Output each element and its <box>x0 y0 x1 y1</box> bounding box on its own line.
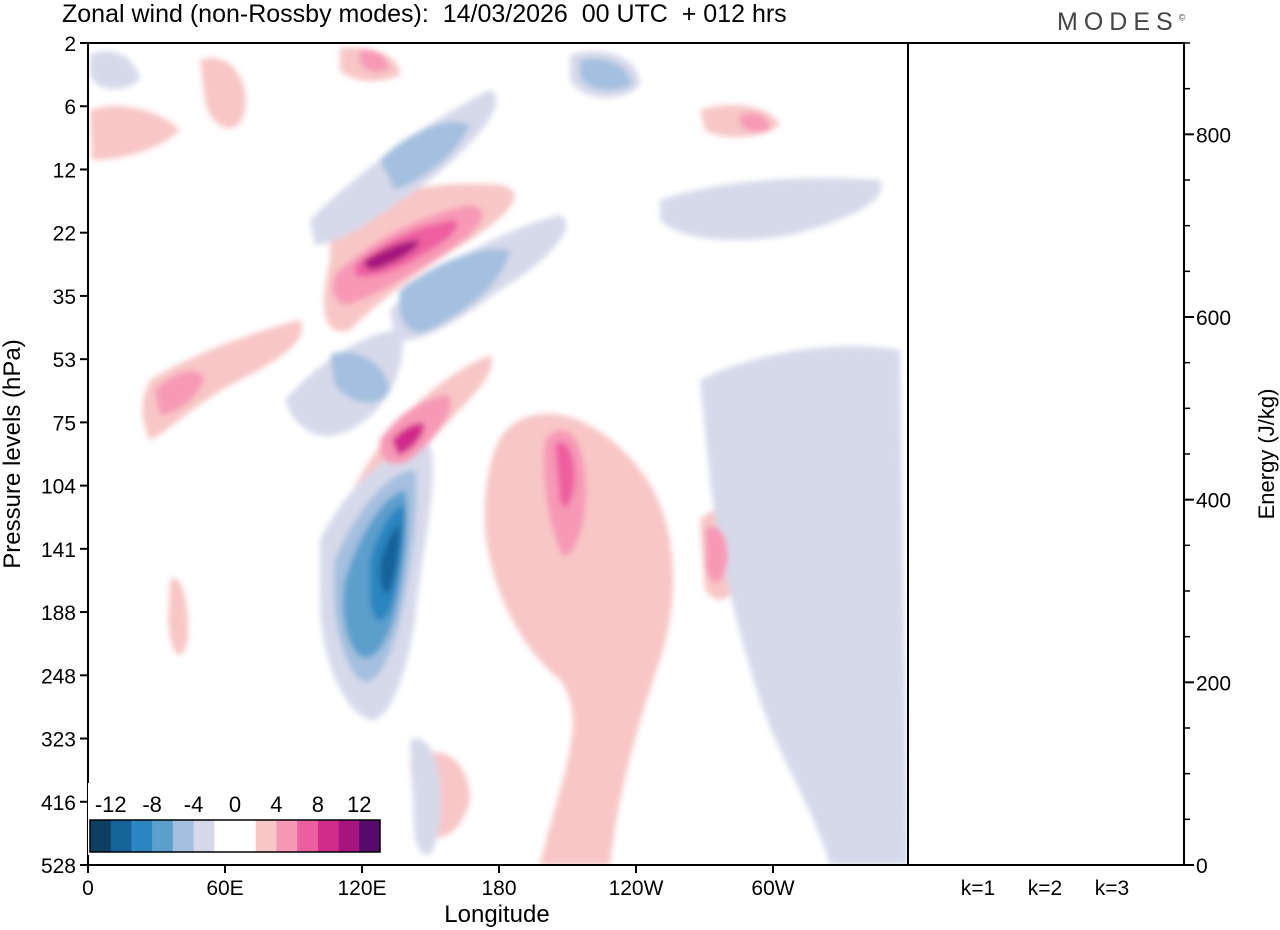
energy-bars: k=1 k=2 k=3 <box>956 864 1134 900</box>
colorbar-swatch <box>235 820 257 852</box>
y-tick-label: 2 <box>64 33 76 56</box>
colorbar-label: -8 <box>142 792 162 817</box>
x-tick-label: 120E <box>337 877 386 900</box>
colorbar-swatch <box>193 820 215 852</box>
x-tick-label: 60W <box>751 877 794 900</box>
pos-region-5 <box>90 106 180 160</box>
x-tick-label: 60E <box>206 877 243 900</box>
y-tick-label: 104 <box>41 476 76 499</box>
colorbar-swatch <box>131 820 153 852</box>
colorbar-swatch <box>214 820 236 852</box>
pos-core-4 <box>555 441 575 508</box>
colorbar-label: 8 <box>312 792 324 817</box>
neg-core-3 <box>380 525 400 593</box>
pos-mid-5 <box>705 526 728 583</box>
y-tick-label: 12 <box>53 159 76 182</box>
colorbar-label: 12 <box>347 792 371 817</box>
neg-mid-5 <box>580 58 632 91</box>
x-axis-title: Longitude <box>444 901 549 928</box>
y-tick-label: 35 <box>53 286 76 309</box>
energy-tick-label: 400 <box>1196 490 1231 513</box>
x-axis: 0 60E 120E 180 120W 60W <box>82 865 795 900</box>
neg-region-9 <box>660 178 882 240</box>
energy-tick-label: 800 <box>1196 124 1231 147</box>
colorbar-swatch <box>338 820 360 852</box>
neg-mid-4 <box>330 351 390 403</box>
y-tick-label: 323 <box>41 729 76 752</box>
colorbar-swatch <box>276 820 298 852</box>
pos-mid-4 <box>155 371 205 415</box>
energy-category-label: k=1 <box>961 877 995 900</box>
colorbar-swatch <box>172 820 195 852</box>
pos-mid-6 <box>360 49 389 72</box>
neg-mid-3 <box>380 121 470 190</box>
colorbar-swatch <box>317 820 340 852</box>
modes-logo: MODES© <box>1057 8 1185 37</box>
colorbar-swatch <box>110 820 132 852</box>
y-tick-label: 141 <box>41 539 76 562</box>
pos-region-1 <box>484 413 674 865</box>
y-tick-label: 22 <box>53 223 76 246</box>
energy-bar <box>1090 864 1134 866</box>
neg-region-8 <box>90 51 140 90</box>
neg-mid-2 <box>399 249 510 333</box>
energy-tick-label: 0 <box>1196 855 1208 878</box>
colorbar-swatch <box>255 820 277 852</box>
energy-category-label: k=2 <box>1028 877 1062 900</box>
pos-core-3 <box>392 423 425 455</box>
energy-bar <box>956 864 1000 866</box>
y-tick-label: 528 <box>41 855 76 878</box>
energy-axis-title: Energy (J/kg) <box>1254 389 1279 520</box>
neg-region-7 <box>410 738 441 856</box>
y-tick-label: 416 <box>41 792 76 815</box>
y-axis-title: Pressure levels (hPa) <box>0 339 26 568</box>
energy-category-label: k=3 <box>1095 877 1129 900</box>
colorbar-swatch <box>90 820 112 852</box>
energy-axis: 0 200 400 600 800 <box>1184 42 1231 878</box>
colorbar-label: 0 <box>229 792 241 817</box>
y-tick-label: 75 <box>53 412 76 435</box>
pos-region-6 <box>200 58 246 129</box>
colorbar-swatch <box>152 820 174 852</box>
colorbar-label: 4 <box>270 792 282 817</box>
logo-mark: © <box>1178 12 1186 23</box>
pos-region-3 <box>142 320 302 440</box>
contour-field <box>90 47 908 865</box>
y-tick-label: 248 <box>41 665 76 688</box>
neg-region-5 <box>700 346 908 865</box>
energy-frame <box>907 42 1185 866</box>
pos-mid-7 <box>740 113 770 133</box>
colorbar-label: -12 <box>95 792 127 817</box>
y-tick-label: 188 <box>41 602 76 625</box>
colorbar-label: -4 <box>184 792 204 817</box>
pos-region-12 <box>168 578 189 655</box>
energy-bar <box>1023 864 1067 866</box>
colorbar-swatch <box>359 820 381 852</box>
pos-core-2 <box>364 240 420 270</box>
y-axis: 2 6 12 22 35 53 75 104 141 188 248 323 416 528 <box>41 33 88 878</box>
energy-tick-label: 200 <box>1196 672 1231 695</box>
colorbar-swatch <box>297 820 319 852</box>
colorbar-frame <box>89 819 381 853</box>
logo-text: MODES <box>1057 8 1179 36</box>
x-tick-label: 0 <box>82 877 94 900</box>
energy-tick-label: 600 <box>1196 307 1231 330</box>
y-tick-label: 6 <box>64 96 76 119</box>
x-tick-label: 180 <box>481 877 516 900</box>
x-tick-label: 120W <box>609 877 664 900</box>
y-tick-label: 53 <box>53 349 76 372</box>
colorbar: -12 -8 -4 0 4 8 12 <box>88 783 382 855</box>
chart-title: Zonal wind (non-Rossby modes): 14/03/202… <box>62 0 787 28</box>
